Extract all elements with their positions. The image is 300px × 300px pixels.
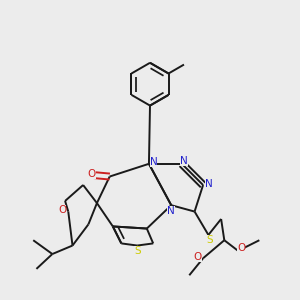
Text: N: N <box>149 157 157 167</box>
Text: O: O <box>194 252 202 262</box>
Text: N: N <box>180 156 188 167</box>
Text: O: O <box>58 205 66 215</box>
Text: N: N <box>167 206 175 215</box>
Text: N: N <box>205 178 213 188</box>
Text: S: S <box>207 235 213 245</box>
Text: S: S <box>134 246 141 256</box>
Text: O: O <box>237 243 245 253</box>
Text: O: O <box>88 169 96 178</box>
